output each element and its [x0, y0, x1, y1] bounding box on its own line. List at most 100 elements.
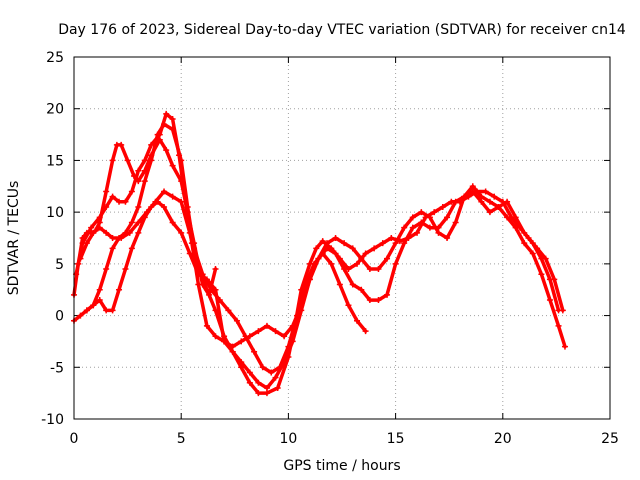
data-point — [203, 322, 210, 329]
data-point — [478, 193, 485, 200]
data-point — [109, 235, 116, 241]
y-tick-label: 5 — [55, 257, 64, 273]
data-point — [341, 266, 348, 273]
data-point — [529, 240, 536, 247]
data-point — [233, 317, 240, 324]
data-point — [161, 203, 168, 210]
data-point — [345, 302, 352, 309]
data-point — [388, 235, 395, 241]
x-tick-label: 25 — [601, 431, 619, 447]
x-tick-label: 20 — [494, 431, 512, 447]
data-point — [195, 281, 202, 288]
data-point — [358, 255, 365, 262]
data-point — [323, 240, 330, 247]
data-point — [538, 271, 545, 278]
data-point — [148, 141, 155, 148]
data-point — [504, 214, 511, 221]
data-point — [169, 193, 176, 200]
data-point — [444, 235, 451, 241]
chart-title: Day 176 of 2023, Sidereal Day-to-day VTE… — [58, 22, 626, 38]
data-point — [512, 214, 519, 221]
data-point — [148, 157, 155, 164]
data-point — [401, 224, 408, 231]
data-point — [109, 193, 116, 200]
data-point — [135, 219, 142, 226]
data-point — [83, 240, 90, 247]
data-point — [96, 224, 103, 231]
data-point — [289, 322, 296, 329]
data-point — [186, 229, 193, 236]
data-point — [482, 188, 489, 195]
data-point — [452, 219, 459, 226]
data-point — [561, 343, 568, 350]
data-point — [186, 250, 193, 257]
data-point — [169, 126, 176, 133]
data-point — [246, 379, 253, 386]
data-point — [203, 276, 210, 283]
data-point — [141, 178, 148, 185]
y-axis-label: SDTVAR / TECUs — [6, 181, 22, 296]
data-point — [546, 297, 553, 304]
data-point — [103, 266, 110, 273]
data-point — [414, 229, 421, 236]
data-point — [392, 260, 399, 267]
data-point — [555, 322, 562, 329]
data-point — [336, 281, 343, 288]
data-point — [418, 209, 425, 216]
data-point — [122, 266, 129, 273]
data-point — [366, 266, 373, 273]
tick-labels: 0 5 10 15 20 25 -10 -5 0 5 10 15 20 25 — [41, 50, 619, 447]
data-point — [555, 307, 562, 314]
data-point — [486, 198, 493, 205]
data-point — [163, 147, 170, 154]
data-point — [274, 384, 281, 391]
data-point — [212, 307, 219, 314]
data-point — [486, 209, 493, 216]
data-point — [152, 198, 159, 205]
data-point — [212, 266, 219, 273]
data-point — [328, 260, 335, 267]
data-point — [128, 188, 135, 195]
data-point — [306, 276, 313, 283]
data-point — [90, 302, 97, 309]
data-point — [379, 240, 386, 247]
data-point — [392, 240, 399, 247]
data-point — [426, 214, 433, 221]
data-point — [128, 245, 135, 252]
data-point — [384, 291, 391, 298]
data-point — [491, 193, 498, 200]
data-point — [469, 188, 476, 195]
x-tick-label: 10 — [279, 431, 297, 447]
data-point — [96, 219, 103, 226]
data-point — [135, 167, 142, 174]
y-tick-label: 25 — [46, 50, 64, 66]
data-point — [495, 203, 502, 210]
data-point — [452, 198, 459, 205]
data-point — [444, 214, 451, 221]
data-point — [259, 364, 266, 371]
data-point — [255, 390, 262, 397]
data-point — [212, 286, 219, 293]
data-point — [272, 374, 279, 381]
data-point — [135, 203, 142, 210]
data-point — [546, 276, 553, 283]
y-tick-label: 10 — [46, 205, 64, 221]
data-point — [263, 384, 270, 391]
data-point — [375, 297, 382, 304]
data-point — [289, 338, 296, 345]
x-tick-label: 15 — [387, 431, 405, 447]
data-point — [96, 214, 103, 221]
data-point — [255, 328, 262, 335]
data-point — [268, 369, 275, 376]
x-axis-label: GPS time / hours — [283, 458, 400, 474]
data-point — [521, 240, 528, 247]
data-point — [362, 250, 369, 257]
data-point — [461, 193, 468, 200]
data-point — [431, 209, 438, 216]
data-point — [349, 245, 356, 252]
data-point — [184, 203, 191, 210]
data-point — [349, 281, 356, 288]
data-point — [354, 317, 361, 324]
data-point — [238, 338, 245, 345]
